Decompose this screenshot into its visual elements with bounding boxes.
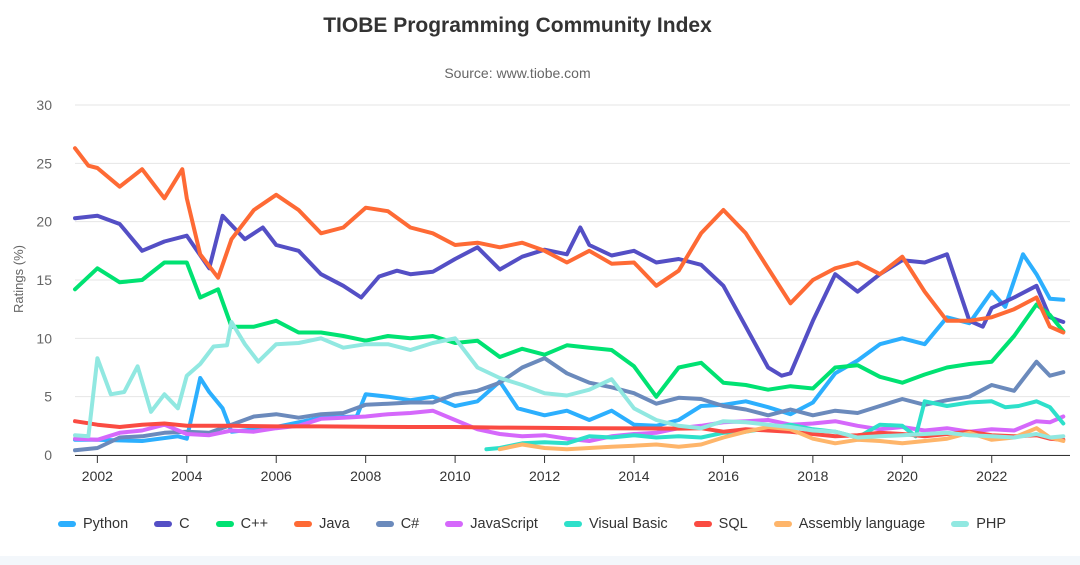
legend-swatch	[58, 521, 76, 527]
legend-label: C#	[400, 516, 420, 532]
y-tick-label: 0	[44, 447, 52, 463]
y-tick-label: 20	[36, 214, 52, 230]
legend-swatch	[445, 521, 464, 527]
y-tick-label: 15	[36, 272, 52, 288]
y-tick-label: 5	[44, 389, 52, 405]
legend-item[interactable]: Java	[294, 516, 350, 532]
x-tick-label: 2006	[261, 468, 292, 484]
legend-label: C++	[240, 516, 269, 532]
x-tick-label: 2022	[976, 468, 1007, 484]
series-lines	[73, 146, 1066, 453]
legend-label: Python	[83, 516, 129, 532]
x-tick-label: 2004	[171, 468, 202, 484]
legend-swatch	[693, 521, 712, 527]
legend-swatch	[154, 521, 173, 527]
chart-legend: Python C C++ Java C# JavaScript Visual Basic SQ…	[58, 512, 1032, 536]
legend-item[interactable]: SQL	[693, 516, 748, 532]
x-tick-label: 2014	[618, 468, 649, 484]
legend-label: C	[179, 516, 190, 532]
legend-label: SQL	[718, 516, 748, 532]
legend-item[interactable]: Python	[58, 516, 128, 532]
y-axis-label: Ratings (%)	[11, 245, 26, 313]
x-tick-label: 2008	[350, 468, 381, 484]
legend-label: PHP	[976, 516, 1007, 532]
series-line-c[interactable]	[73, 356, 1066, 453]
x-tick-label: 2020	[887, 468, 918, 484]
legend-label: Java	[319, 516, 350, 532]
y-tick-label: 10	[36, 330, 52, 346]
legend-item[interactable]: C#	[375, 516, 420, 532]
footer-band	[0, 556, 1080, 565]
legend-item[interactable]: Assembly language	[773, 516, 926, 532]
chart-title: TIOBE Programming Community Index	[323, 14, 712, 37]
x-tick-label: 2012	[529, 468, 560, 484]
legend-swatch	[215, 521, 234, 527]
y-tick-label: 25	[36, 155, 52, 171]
chart-subtitle: Source: www.tiobe.com	[444, 65, 591, 81]
series-line-python[interactable]	[73, 252, 1066, 443]
series-line-java[interactable]	[73, 146, 1066, 335]
legend-item[interactable]: C++	[215, 516, 269, 532]
legend-swatch	[951, 521, 970, 527]
legend-item[interactable]: Visual Basic	[563, 516, 668, 532]
x-tick-label: 2016	[708, 468, 739, 484]
legend-item[interactable]: PHP	[951, 516, 1006, 532]
legend-swatch	[563, 521, 582, 527]
y-axis-ticks: 0 5 10 15 20 25 30	[36, 97, 52, 463]
legend-label: Visual Basic	[588, 516, 668, 532]
legend-label: JavaScript	[470, 516, 538, 532]
y-tick-label: 30	[36, 97, 52, 113]
legend-item[interactable]: JavaScript	[445, 516, 538, 532]
legend-swatch	[294, 521, 313, 527]
series-line-c[interactable]	[73, 260, 1066, 399]
series-line-php[interactable]	[73, 320, 1066, 440]
x-tick-label: 2018	[797, 468, 828, 484]
legend-swatch	[773, 521, 792, 527]
x-tick-label: 2002	[82, 468, 113, 484]
x-axis: 2002 2004 2006 2008 2010 2012 2014 2016 2018 2020…	[75, 455, 1070, 484]
legend-label: Assembly language	[798, 516, 926, 532]
legend-swatch	[375, 521, 394, 527]
series-line-c[interactable]	[73, 213, 1066, 378]
x-tick-label: 2010	[440, 468, 471, 484]
legend-item[interactable]: C	[154, 516, 190, 532]
